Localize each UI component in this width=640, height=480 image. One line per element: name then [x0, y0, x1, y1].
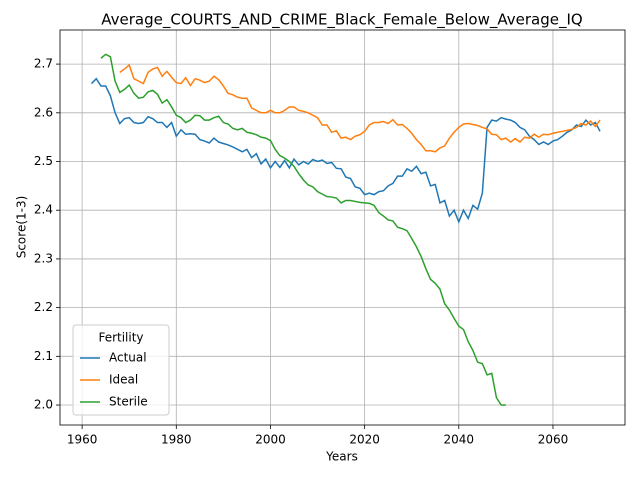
- x-tick-label: 2020: [349, 433, 380, 447]
- legend-label: Ideal: [109, 373, 138, 387]
- chart-title: Average_COURTS_AND_CRIME_Black_Female_Be…: [101, 11, 582, 30]
- y-tick-label: 2.1: [34, 349, 53, 363]
- x-tick-label: 2060: [538, 433, 569, 447]
- legend-title: Fertility: [98, 331, 143, 345]
- x-tick-label: 1980: [161, 433, 192, 447]
- series-line: [119, 63, 601, 153]
- series-line: [91, 77, 601, 224]
- legend-label: Actual: [109, 351, 147, 365]
- y-tick-label: 2.7: [34, 57, 53, 71]
- y-tick-label: 2.0: [34, 398, 53, 412]
- y-tick-label: 2.6: [34, 105, 53, 119]
- x-tick-label: 1960: [67, 433, 98, 447]
- series-line: [100, 53, 506, 406]
- y-tick-label: 2.3: [34, 251, 53, 265]
- x-tick-label: 2040: [444, 433, 475, 447]
- y-tick-label: 2.5: [34, 154, 53, 168]
- y-tick-label: 2.4: [34, 203, 53, 217]
- x-tick-label: 2000: [255, 433, 286, 447]
- y-axis-label: Score(1-3): [15, 196, 29, 259]
- y-tick-label: 2.2: [34, 300, 53, 314]
- legend-label: Sterile: [109, 395, 148, 409]
- x-axis-label: Years: [325, 450, 358, 464]
- plot-frame: [59, 29, 626, 426]
- legend-box: [72, 324, 170, 416]
